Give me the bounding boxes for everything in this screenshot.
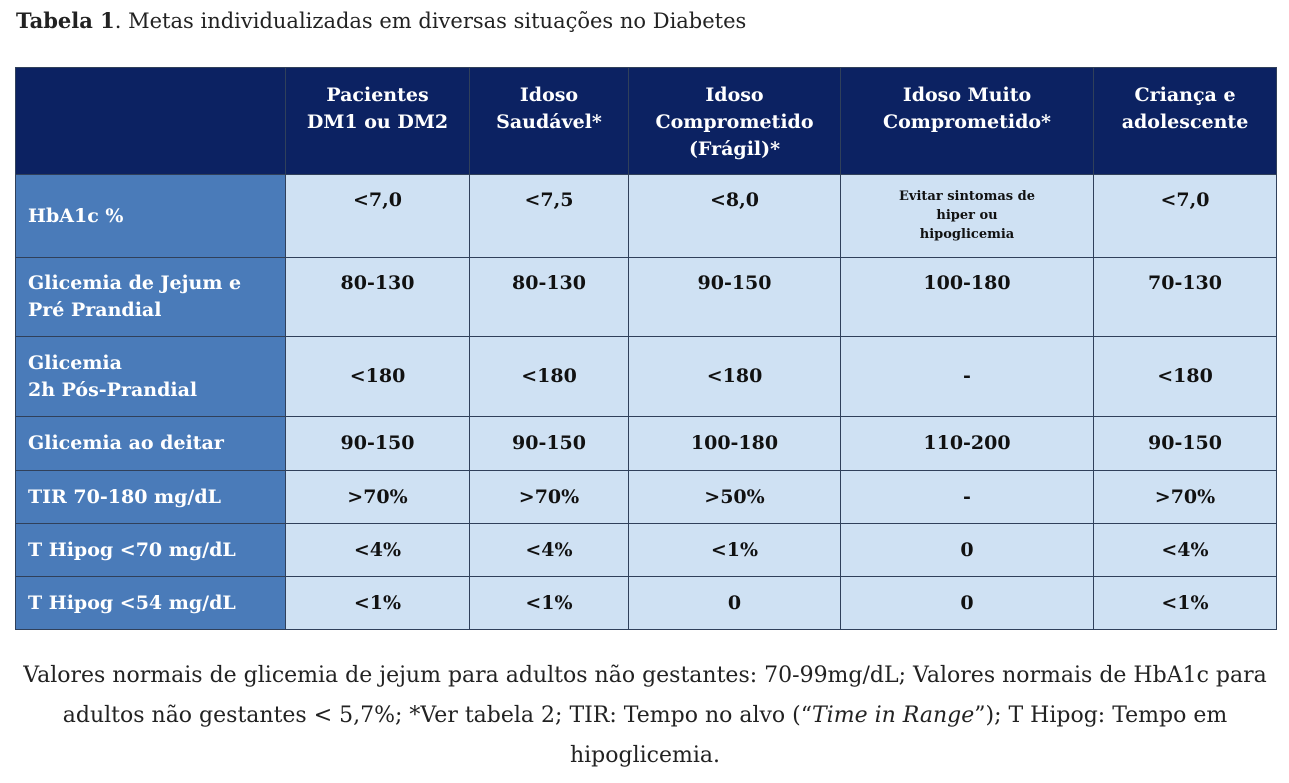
row-label: T Hipog <54 mg/dL (15, 576, 286, 630)
table-cell: 0 (840, 576, 1094, 630)
table-cell: <4% (1093, 523, 1277, 577)
table-cell: 90-150 (285, 416, 470, 471)
row-label: Glicemia ao deitar (15, 416, 286, 471)
table-cell: <7,5 (469, 174, 629, 258)
table-cell: 110-200 (840, 416, 1094, 471)
table-row: T Hipog <54 mg/dL <1% <1% 0 0 <1% (15, 576, 1277, 630)
footnote: Valores normais de glicemia de jejum par… (20, 656, 1270, 776)
table-cell: >70% (469, 470, 629, 524)
table-cell: 90-150 (469, 416, 629, 471)
table-cell: <7,0 (285, 174, 470, 258)
footnote-text: Valores normais de glicemia de jejum par… (23, 663, 1267, 728)
table-cell: <1% (628, 523, 841, 577)
table-cell: <180 (469, 336, 629, 417)
table-cell: <1% (285, 576, 470, 630)
table-cell: 90-150 (1093, 416, 1277, 471)
footnote-italic: Time in Range (812, 703, 975, 728)
table-cell: <180 (1093, 336, 1277, 417)
table-cell: <1% (469, 576, 629, 630)
caption-text: . Metas individualizadas em diversas sit… (114, 9, 747, 33)
column-header: Pacientes DM1 ou DM2 (285, 67, 470, 175)
table-cell: <7,0 (1093, 174, 1277, 258)
table-cell: <8,0 (628, 174, 841, 258)
column-header: Idoso Comprometido (Frágil)* (628, 67, 841, 175)
table-row: Glicemia de Jejum e Pré Prandial 80-130 80… (15, 257, 1277, 337)
row-label: Glicemia 2h Pós-Prandial (15, 336, 286, 417)
table-cell: <180 (285, 336, 470, 417)
table-cell: <1% (1093, 576, 1277, 630)
table-cell: >70% (285, 470, 470, 524)
table-row: HbA1c % <7,0 <7,5 <8,0 Evitar sintomas de hi… (15, 174, 1277, 258)
table-cell: 100-180 (840, 257, 1094, 337)
goals-table: Pacientes DM1 ou DM2 Idoso Saudável* Idoso… (15, 67, 1277, 630)
table-cell: <180 (628, 336, 841, 417)
column-header: Idoso Muito Comprometido* (840, 67, 1094, 175)
table-row: Glicemia 2h Pós-Prandial <180 <180 <180- <18… (15, 336, 1277, 417)
row-label: HbA1c % (15, 174, 286, 258)
table-cell: <4% (285, 523, 470, 577)
footnote-text: ”); T Hipog: Tempo em hipoglicemia. (569, 703, 1228, 768)
table-cell: 0 (628, 576, 841, 630)
table-cell: Evitar sintomas de hiper ou hipoglicemia (840, 174, 1094, 258)
row-label: TIR 70-180 mg/dL (15, 470, 286, 524)
header-row: Pacientes DM1 ou DM2 Idoso Saudável* Idoso… (15, 67, 1277, 175)
table-cell: 0 (840, 523, 1094, 577)
row-label: Glicemia de Jejum e Pré Prandial (15, 257, 286, 337)
table-cell: 90-150 (628, 257, 841, 337)
table-row: T Hipog <70 mg/dL <4% <4% <1% 0 <4% (15, 523, 1277, 577)
table-cell: >50% (628, 470, 841, 524)
table-cell: >70% (1093, 470, 1277, 524)
table-cell: - (840, 336, 1094, 417)
table-cell: 100-180 (628, 416, 841, 471)
table-cell: 80-130 (285, 257, 470, 337)
table-row: Glicemia ao deitar 90-150 90-150 100-180 110… (15, 416, 1277, 471)
table-row: TIR 70-180 mg/dL >70% >70% >50% - >70% (15, 470, 1277, 524)
column-header: Idoso Saudável* (469, 67, 629, 175)
row-label: T Hipog <70 mg/dL (15, 523, 286, 577)
table-cell: - (840, 470, 1094, 524)
header-corner (15, 67, 286, 175)
table-cell: <4% (469, 523, 629, 577)
table-caption: Tabela 1. Metas individualizadas em dive… (16, 8, 746, 33)
column-header: Criança e adolescente (1093, 67, 1277, 175)
table-cell: 80-130 (469, 257, 629, 337)
caption-label: Tabela 1 (16, 8, 115, 33)
table-body: HbA1c % <7,0 <7,5 <8,0 Evitar sintomas de hi… (15, 174, 1277, 630)
table-cell: 70-130 (1093, 257, 1277, 337)
